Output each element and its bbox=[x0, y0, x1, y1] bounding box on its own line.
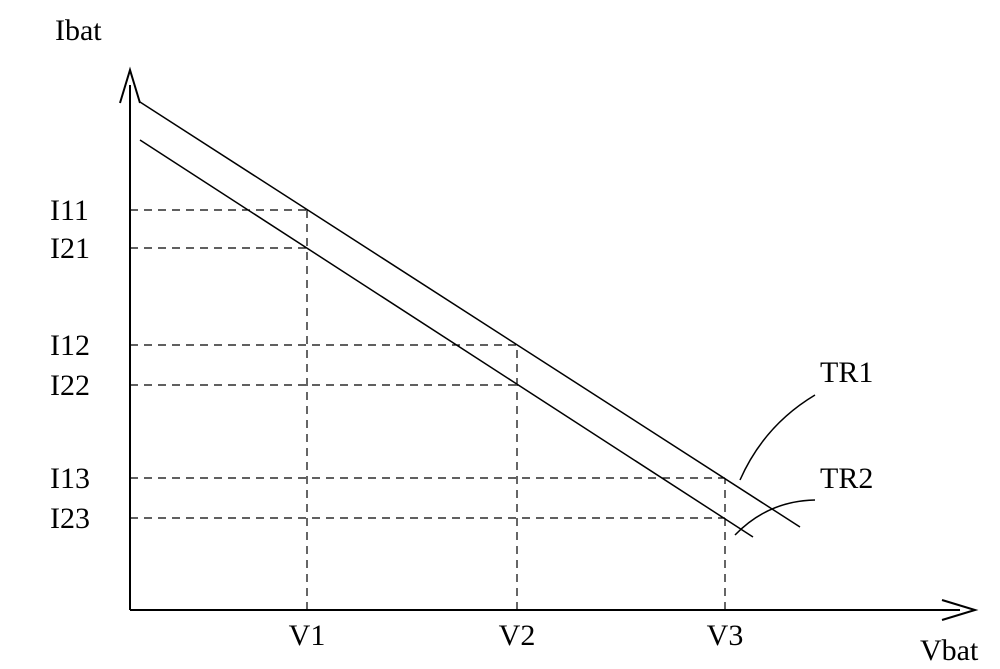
reference-lines-group bbox=[130, 210, 725, 610]
x-tick-V3: V3 bbox=[707, 619, 744, 652]
x-tick-labels: V1 V2 V3 bbox=[289, 619, 744, 652]
y-tick-I12: I12 bbox=[50, 329, 90, 362]
y-tick-labels: I11 I21 I12 I22 I13 I23 bbox=[50, 194, 90, 535]
data-lines-group bbox=[140, 102, 800, 537]
y-tick-I21: I21 bbox=[50, 232, 90, 265]
callouts-group bbox=[735, 395, 815, 535]
y-tick-I13: I13 bbox=[50, 462, 90, 495]
x-axis-label: Vbat bbox=[920, 634, 979, 667]
y-axis-label: Ibat bbox=[55, 14, 102, 47]
line-label-TR1: TR1 bbox=[820, 356, 873, 389]
line-label-TR2: TR2 bbox=[820, 462, 873, 495]
ibat-vbat-chart: Ibat Vbat V1V2V3 I11I21I12I22I13I23 TR1T… bbox=[0, 0, 1000, 669]
x-tick-V2: V2 bbox=[499, 619, 536, 652]
x-tick-V1: V1 bbox=[289, 619, 326, 652]
line-TR1 bbox=[140, 102, 800, 527]
y-tick-I23: I23 bbox=[50, 502, 90, 535]
callout-TR2 bbox=[735, 500, 815, 535]
y-tick-I22: I22 bbox=[50, 369, 90, 402]
y-tick-I11: I11 bbox=[50, 194, 89, 227]
line-labels-group: TR1 TR2 bbox=[820, 356, 873, 495]
callout-TR1 bbox=[740, 395, 815, 480]
